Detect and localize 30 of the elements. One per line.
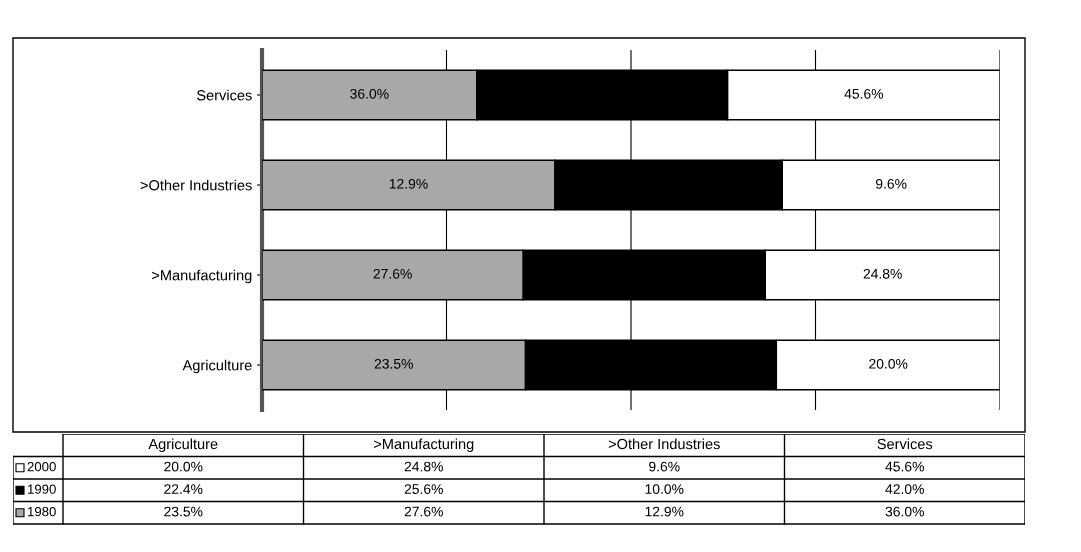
legend-label: 1990 (28, 484, 56, 494)
annotation: 24.8% (863, 268, 902, 279)
data-label: 20.0% (164, 461, 203, 472)
annotation: 45.6% (844, 88, 884, 99)
y-tick-label: >Manufacturing (152, 269, 252, 284)
data-label: 12.9% (645, 506, 684, 517)
y-tick-label: >Other Industries (140, 179, 252, 191)
category-label: >Other Industries (608, 438, 720, 450)
data-label: 24.8% (404, 461, 443, 472)
annotation: 9.6% (875, 178, 907, 189)
data-label: 36.0% (885, 506, 924, 517)
annotation: 12.9% (389, 178, 428, 189)
data-label: 10.0% (645, 484, 684, 494)
data-label: 27.6% (404, 506, 443, 517)
category-label: >Manufacturing (374, 438, 474, 453)
annotation: 36.0% (350, 88, 389, 99)
y-tick-label: Services (197, 89, 252, 101)
legend-label: 1980 (28, 506, 56, 517)
data-label: 23.5% (164, 506, 203, 517)
annotation: 27.6% (373, 268, 412, 279)
y-tick-label: Agriculture (182, 359, 252, 374)
data-label: 45.6% (885, 461, 924, 472)
data-label: 9.6% (649, 461, 680, 472)
data-label: 22.4% (164, 484, 203, 494)
data-label: 42.0% (885, 484, 924, 494)
annotation: 23.5% (374, 358, 413, 369)
annotation: 20.0% (869, 358, 908, 369)
category-label: Services (877, 438, 933, 450)
legend-label: 2000 (27, 461, 56, 472)
data-label: 25.6% (404, 484, 443, 494)
